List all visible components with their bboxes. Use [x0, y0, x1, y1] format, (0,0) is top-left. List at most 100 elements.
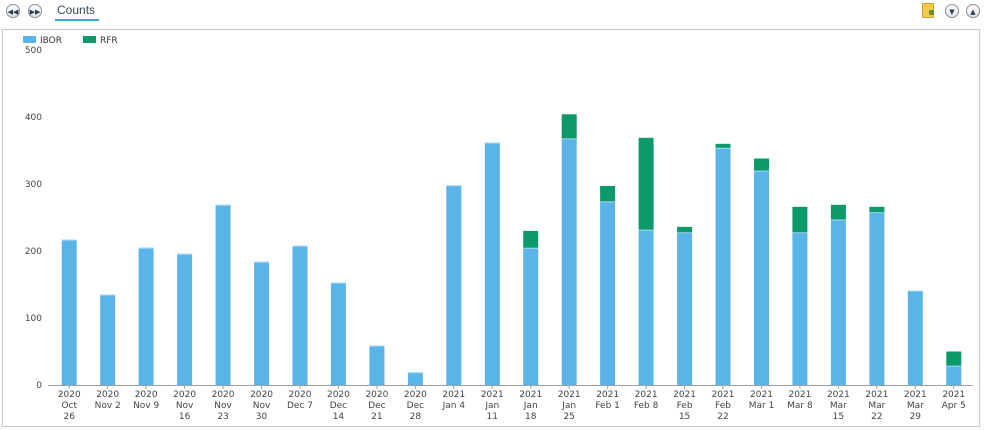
y-tick-label: 300: [25, 180, 42, 190]
x-tick-label: Mar 8: [787, 401, 813, 411]
x-tick-label: Jan: [484, 401, 499, 411]
bar-ibor[interactable]: [177, 253, 193, 385]
x-tick-label: Mar: [868, 401, 885, 411]
x-tick-label: 2021: [596, 390, 619, 400]
x-tick-label: 11: [487, 412, 498, 422]
x-tick-label: Mar 1: [749, 401, 775, 411]
y-tick-label: 200: [25, 247, 42, 257]
x-tick-label: Nov: [214, 401, 232, 411]
bar-rfr[interactable]: [523, 230, 539, 248]
legend-swatch-ibor: [23, 36, 36, 43]
x-tick-label: Feb 1: [595, 401, 620, 411]
x-tick-label: Jan: [523, 401, 538, 411]
tab-counts[interactable]: Counts: [57, 3, 96, 17]
bar-ibor[interactable]: [869, 212, 885, 385]
x-tick-label: Dec: [407, 401, 424, 411]
fast-forward-icon[interactable]: ▶▶: [28, 4, 42, 18]
x-tick-label: 2021: [827, 390, 850, 400]
bar-ibor[interactable]: [215, 204, 231, 385]
bar-top-highlight: [215, 204, 231, 206]
x-tick-label: 2021: [865, 390, 888, 400]
bar-top-highlight: [754, 170, 769, 172]
toolbar: ◀◀ ▶▶ Counts ▼ ▲: [0, 0, 987, 26]
x-tick-label: Nov 9: [133, 401, 159, 411]
x-tick-label: 16: [179, 412, 191, 422]
bar-ibor[interactable]: [907, 290, 923, 386]
x-tick-label: Dec: [330, 401, 347, 411]
bar-rfr[interactable]: [561, 114, 577, 139]
bar-ibor[interactable]: [254, 261, 269, 385]
y-axis: 0 100 200 300 400 500: [25, 46, 42, 391]
document-icon[interactable]: [922, 3, 934, 18]
x-tick-label: Feb: [715, 401, 731, 411]
bar-ibor[interactable]: [677, 232, 693, 385]
bar-ibor[interactable]: [830, 219, 846, 386]
bar-ibor[interactable]: [446, 185, 462, 385]
bar-ibor[interactable]: [523, 247, 539, 385]
x-tick-label: 2020: [404, 390, 427, 400]
legend-label-ibor: IBOR: [40, 36, 62, 46]
bar-ibor[interactable]: [330, 282, 346, 386]
bar-rfr[interactable]: [715, 143, 731, 148]
bar-ibor[interactable]: [754, 170, 769, 385]
bar-ibor[interactable]: [561, 138, 577, 385]
bar-ibor[interactable]: [946, 365, 962, 385]
bar-ibor[interactable]: [369, 345, 385, 386]
bar-top-highlight: [100, 294, 116, 296]
bar-rfr[interactable]: [677, 226, 693, 233]
bar-rfr[interactable]: [754, 158, 769, 171]
x-tick-label: Feb 8: [634, 401, 659, 411]
bar-top-highlight: [600, 201, 616, 203]
bar-top-highlight: [177, 253, 193, 255]
collapse-icon[interactable]: ▼: [945, 4, 959, 18]
x-tick-label: Nov 2: [95, 401, 121, 411]
x-tick-label: 2021: [635, 390, 658, 400]
bar-ibor[interactable]: [792, 232, 808, 385]
bar-top-highlight: [292, 245, 308, 247]
bar-ibor[interactable]: [292, 245, 308, 385]
y-tick-label: 500: [25, 46, 42, 56]
bar-top-highlight: [369, 345, 385, 347]
x-tick-label: 2020: [173, 390, 196, 400]
x-tick-label: 26: [64, 412, 76, 422]
x-tick-label: 2020: [327, 390, 350, 400]
bar-ibor[interactable]: [100, 294, 116, 385]
x-tick-label: 22: [871, 412, 882, 422]
bar-top-highlight: [715, 147, 731, 149]
bar-top-highlight: [830, 219, 846, 221]
x-tick-label: Oct: [61, 401, 77, 411]
rewind-icon[interactable]: ◀◀: [6, 4, 20, 18]
bar-ibor[interactable]: [138, 247, 154, 385]
x-tick-label: 2021: [558, 390, 581, 400]
bar-ibor[interactable]: [715, 147, 731, 385]
bar-top-highlight: [407, 372, 423, 374]
expand-icon[interactable]: ▲: [966, 4, 980, 18]
legend-label-rfr: RFR: [100, 36, 118, 46]
x-tick-label: 2021: [942, 390, 965, 400]
x-tick-label: 18: [525, 412, 537, 422]
bar-ibor[interactable]: [61, 239, 77, 385]
bar-rfr[interactable]: [600, 186, 616, 202]
bar-rfr[interactable]: [946, 351, 962, 366]
bar-ibor[interactable]: [484, 142, 500, 386]
bar-rfr[interactable]: [869, 206, 885, 213]
active-tab-indicator: [55, 19, 99, 21]
bar-rfr[interactable]: [638, 137, 654, 230]
bar-rfr[interactable]: [830, 204, 846, 220]
x-tick-label: 2021: [712, 390, 735, 400]
bar-top-highlight: [254, 261, 269, 263]
x-tick-label: 21: [371, 412, 382, 422]
x-tick-label: 2020: [135, 390, 158, 400]
x-tick-label: 2021: [481, 390, 504, 400]
y-tick-label: 0: [36, 381, 42, 391]
bar-ibor[interactable]: [407, 372, 423, 385]
bar-rfr[interactable]: [792, 206, 808, 233]
x-tick-label: 2020: [365, 390, 388, 400]
bar-ibor[interactable]: [600, 201, 616, 385]
x-tick-label: 15: [833, 412, 844, 422]
bar-ibor[interactable]: [638, 229, 654, 385]
x-tick-label: Mar: [907, 401, 924, 411]
chart-frame: IBOR RFR 0 100 200 300 400 500 2020 Oct 26 2020 No…: [2, 29, 980, 427]
legend-swatch-rfr: [83, 36, 96, 43]
